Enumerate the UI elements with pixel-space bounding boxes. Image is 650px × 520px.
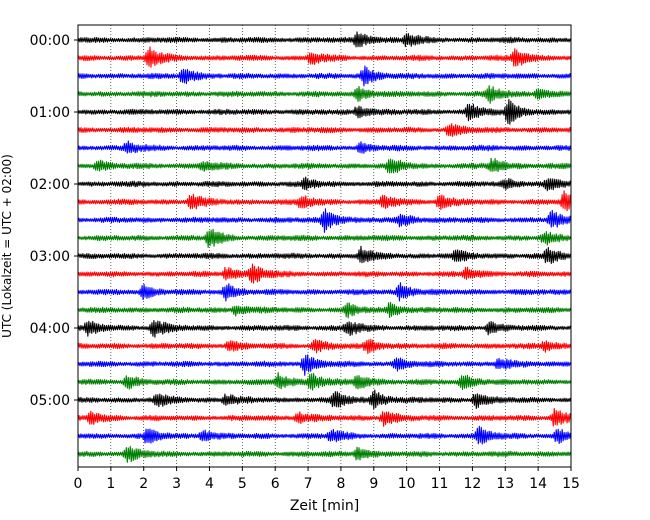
x-tick-label: 4 [205, 476, 214, 492]
trace-21 [77, 408, 572, 427]
y-axis-ticks: 00:00 01:00 02:00 03:00 04:00 05:00 [30, 33, 78, 409]
trace-7 [77, 157, 572, 174]
x-axis-label: Zeit [min] [290, 498, 359, 514]
x-tick-label: 11 [431, 476, 449, 492]
x-tick-label: 12 [463, 476, 481, 492]
x-axis-ticks: 0 1 2 3 4 5 6 7 8 9 10 11 12 13 14 15 [74, 467, 580, 492]
x-tick-label: 9 [369, 476, 378, 492]
x-tick-label: 3 [172, 476, 181, 492]
plot-frame [77, 24, 572, 468]
trace-16 [77, 319, 572, 338]
trace-4 [77, 98, 572, 125]
seismic-traces [77, 31, 572, 463]
trace-14 [77, 282, 572, 302]
trace-11 [77, 228, 572, 248]
trace-9 [77, 190, 572, 212]
y-tick-label: 04:00 [30, 321, 70, 337]
trace-15 [77, 301, 572, 319]
trace-23 [77, 445, 572, 463]
trace-12 [77, 245, 572, 265]
trace-2 [77, 65, 572, 87]
y-tick-label: 00:00 [30, 33, 70, 49]
x-tick-label: 5 [238, 476, 247, 492]
trace-19 [77, 371, 572, 391]
x-tick-label: 14 [529, 476, 547, 492]
x-tick-label: 8 [336, 476, 345, 492]
x-tick-label: 0 [74, 476, 83, 492]
trace-0 [77, 31, 572, 48]
trace-18 [77, 354, 572, 376]
trace-20 [77, 389, 572, 410]
trace-22 [77, 425, 572, 445]
y-tick-label: 05:00 [30, 393, 70, 409]
y-tick-label: 01:00 [30, 105, 70, 121]
y-axis-label: UTC (Lokalzeit = UTC + 02:00) [0, 154, 14, 338]
trace-6 [77, 140, 572, 154]
x-tick-label: 13 [496, 476, 514, 492]
trace-10 [77, 208, 572, 233]
trace-17 [77, 338, 572, 355]
y-tick-label: 03:00 [30, 249, 70, 265]
trace-8 [77, 176, 572, 192]
trace-3 [77, 85, 572, 104]
x-tick-label: 6 [271, 476, 280, 492]
x-tick-label: 10 [398, 476, 416, 492]
x-tick-label: 1 [106, 476, 115, 492]
x-tick-label: 7 [304, 476, 313, 492]
trace-1 [77, 46, 572, 68]
x-tick-label: 15 [562, 476, 580, 492]
y-tick-label: 02:00 [30, 177, 70, 193]
x-tick-label: 2 [139, 476, 148, 492]
trace-5 [77, 123, 572, 137]
trace-13 [77, 263, 572, 284]
